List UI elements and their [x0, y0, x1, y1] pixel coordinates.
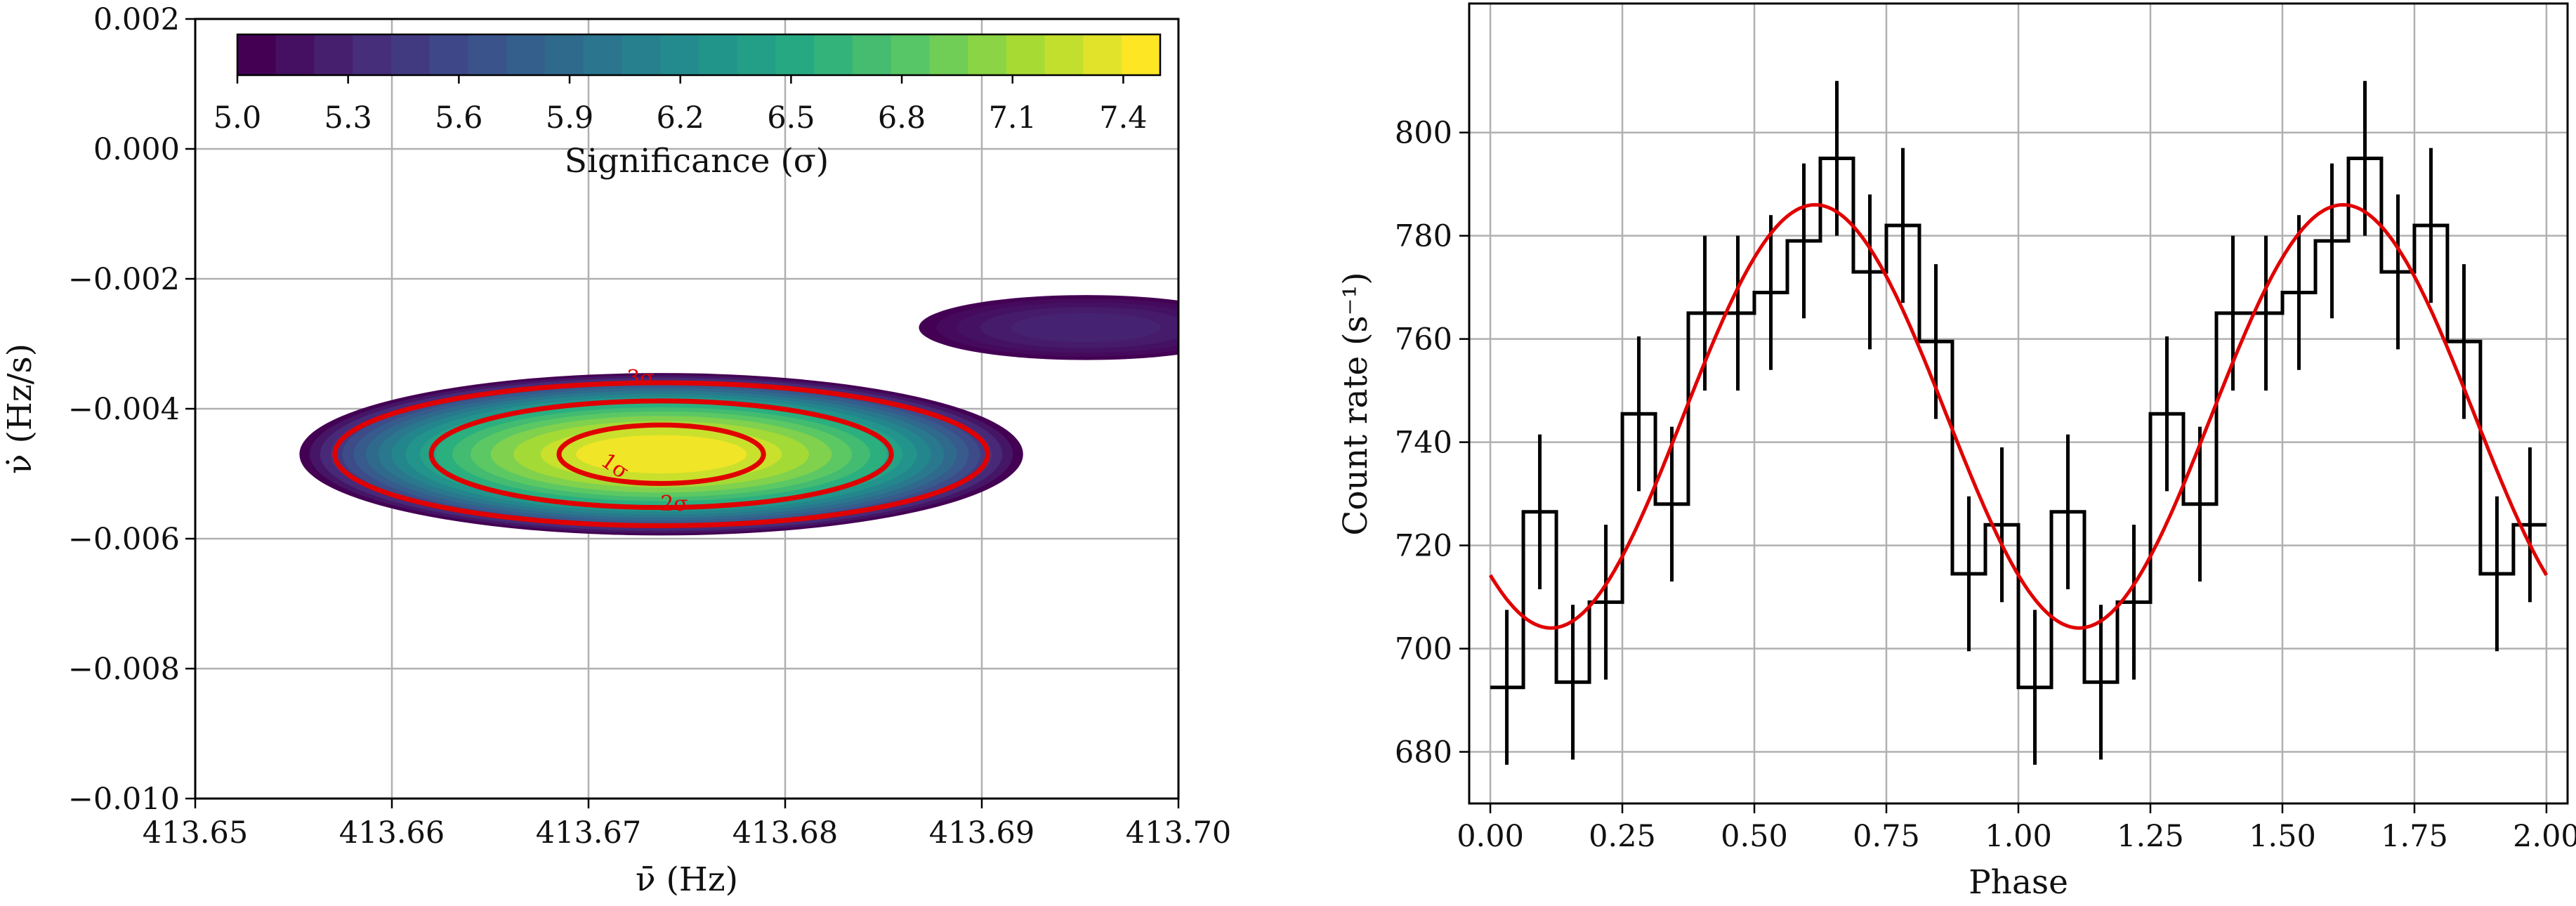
fit-curve: [1488, 203, 2549, 630]
colorbar-level: [775, 34, 815, 75]
left-y-tick-label: 0.002: [93, 2, 180, 37]
left-x-tick-label: 413.66: [339, 815, 445, 851]
colorbar-level: [275, 34, 315, 75]
colorbar-level: [506, 34, 546, 75]
colorbar-level: [429, 34, 469, 75]
right-y-tick-label: 800: [1395, 116, 1452, 151]
colorbar-tick-label: 7.1: [989, 100, 1037, 136]
colorbar-level: [1083, 34, 1122, 75]
pulse-profile-panel: 0.00 0.25 0.50 0.75 1.00 1.25 1.50 1.75 2.00 680 7…: [1336, 2, 2576, 902]
left-x-tick-label: 413.67: [536, 815, 641, 851]
left-y-tick-label: −0.008: [68, 652, 180, 687]
colorbar: 5.0 5.3 5.6 5.9 6.2 6.5 6.8 7.1 7.4: [213, 33, 1162, 136]
colorbar-level: [1006, 34, 1046, 75]
contour-label-2-sigma: 2σ: [660, 492, 688, 516]
right-y-tick-label: 700: [1395, 632, 1452, 667]
colorbar-level: [853, 34, 892, 75]
left-y-tick-label: −0.002: [68, 262, 180, 297]
right-x-tick-label: 1.00: [1985, 819, 2052, 854]
right-axis-ticks: 0.00 0.25 0.50 0.75 1.00 1.25 1.50 1.75 2.00 680 7…: [1395, 116, 2576, 854]
significance-level-band: [1011, 313, 1161, 343]
colorbar-level: [353, 34, 392, 75]
colorbar-label: Significance (σ): [565, 142, 829, 180]
contour-1σ: [556, 422, 766, 486]
left-x-tick-label: 413.70: [1126, 815, 1231, 851]
right-x-tick-label: 1.75: [2381, 819, 2448, 854]
colorbar-level: [891, 34, 931, 75]
confidence-contours: [332, 380, 990, 528]
contour-label-3-sigma: 3σ: [626, 366, 655, 390]
profile-step-histogram: [1490, 157, 2547, 690]
right-y-axis-label: Count rate (s⁻¹): [1336, 272, 1375, 535]
colorbar-tick-label: 7.4: [1099, 100, 1147, 136]
colorbar-level: [814, 34, 853, 75]
significance-map-panel: 1σ 2σ 3σ 5.0 5.3 5.6 5.9 6.2 6.5 6.8 7.1 7.4 Sig…: [1, 2, 1231, 899]
right-x-axis-label: Phase: [1969, 863, 2068, 902]
profile-error-bars: [1505, 81, 2532, 765]
left-y-tick-label: −0.010: [68, 782, 180, 817]
colorbar-tick-label: 5.9: [546, 100, 593, 136]
colorbar-level: [929, 34, 968, 75]
colorbar-level: [1122, 34, 1161, 75]
colorbar-level: [1044, 34, 1084, 75]
colorbar-tick-label: 6.2: [657, 100, 704, 136]
colorbar-level: [737, 34, 777, 75]
colorbar-tick-label: 5.3: [324, 100, 372, 136]
right-y-tick-label: 780: [1395, 219, 1452, 254]
colorbar-level: [622, 34, 661, 75]
step-histogram: [1490, 157, 2547, 690]
right-x-tick-label: 2.00: [2513, 819, 2576, 854]
left-y-tick-label: −0.006: [68, 522, 180, 557]
right-x-tick-label: 0.75: [1853, 819, 1920, 854]
right-x-tick-label: 1.50: [2249, 819, 2316, 854]
contour-2σ: [428, 398, 894, 511]
left-x-tick-label: 413.68: [732, 815, 838, 851]
colorbar-tick-label: 5.6: [435, 100, 482, 136]
colorbar-level: [660, 34, 699, 75]
colorbar-level: [468, 34, 507, 75]
left-x-tick-label: 413.65: [143, 815, 248, 851]
left-y-tick-label: 0.000: [93, 132, 180, 167]
left-axis-ticks: 413.65 413.66 413.67 413.68 413.69 413.70 0.00…: [68, 2, 1231, 851]
left-y-tick-label: −0.004: [68, 392, 180, 427]
right-x-tick-label: 0.25: [1589, 819, 1656, 854]
colorbar-level: [391, 34, 431, 75]
left-x-axis-label: ν̄ (Hz): [636, 860, 738, 899]
colorbar-level: [968, 34, 1007, 75]
right-y-tick-label: 760: [1395, 322, 1452, 357]
colorbar-level: [237, 34, 277, 75]
right-y-tick-label: 680: [1395, 735, 1452, 770]
left-x-tick-label: 413.69: [929, 815, 1034, 851]
right-x-tick-label: 0.00: [1457, 819, 1524, 854]
colorbar-tick-label: 6.5: [767, 100, 815, 136]
colorbar-frame: [236, 33, 1162, 77]
colorbar-level: [699, 34, 738, 75]
colorbar-tick-label: 6.8: [878, 100, 926, 136]
contour-3σ: [332, 380, 990, 528]
right-y-tick-label: 740: [1395, 426, 1452, 461]
right-y-tick-label: 720: [1395, 529, 1452, 564]
sinusoid-fit: [1488, 203, 2549, 630]
colorbar-tick-label: 5.0: [213, 100, 261, 136]
colorbar-level: [314, 34, 353, 75]
significance-level-band: [576, 435, 747, 474]
colorbar-level: [583, 34, 623, 75]
colorbar-level: [545, 34, 584, 75]
left-y-axis-label: ν̇ (Hz/s): [1, 343, 39, 474]
right-x-tick-label: 1.25: [2117, 819, 2184, 854]
right-x-tick-label: 0.50: [1721, 819, 1788, 854]
